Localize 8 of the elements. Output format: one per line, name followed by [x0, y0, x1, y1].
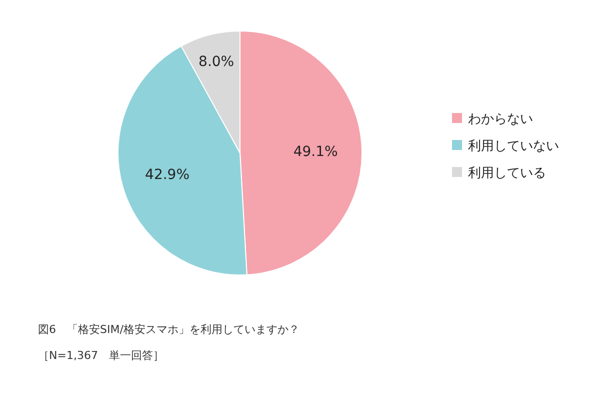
data-label: 49.1% [293, 144, 338, 160]
caption: 図6 「格安SIM/格安スマホ」を利用していますか？ [38, 323, 300, 336]
legend-label: 利用している [468, 166, 546, 181]
data-label: 42.9% [145, 166, 190, 183]
data-label: 8.0% [198, 54, 234, 70]
text: ［N=1,367 単一回答］ [38, 349, 164, 362]
legend-label: わからない [468, 112, 533, 127]
legend-label: 利用していない [468, 139, 559, 154]
